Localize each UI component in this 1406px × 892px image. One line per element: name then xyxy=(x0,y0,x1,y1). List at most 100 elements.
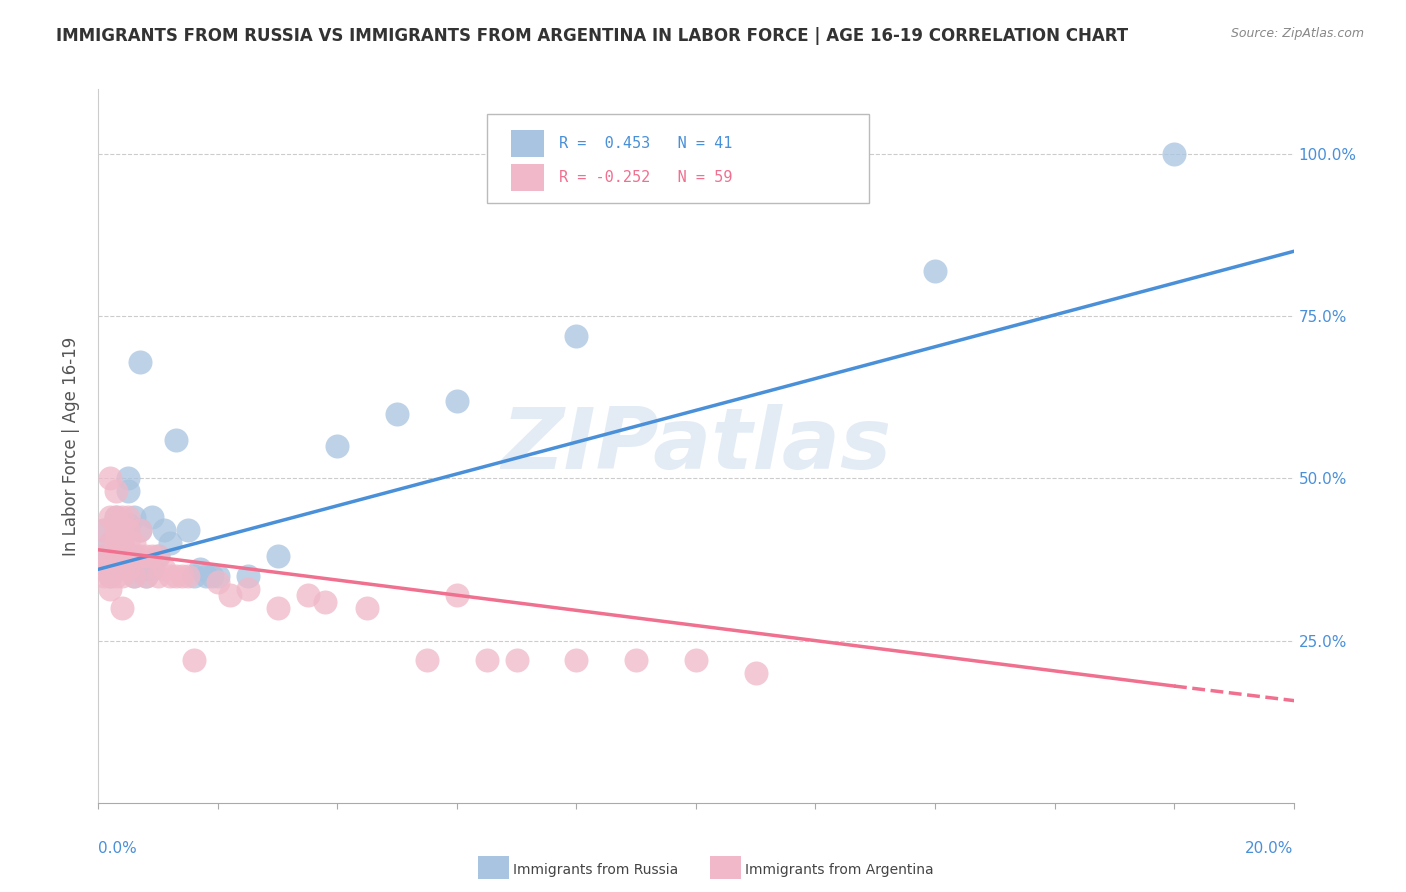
Point xyxy=(105,536,128,550)
Point xyxy=(111,568,134,582)
Text: R = -0.252   N = 59: R = -0.252 N = 59 xyxy=(558,170,733,186)
Point xyxy=(745,666,768,681)
Point xyxy=(93,549,115,564)
Text: Source: ZipAtlas.com: Source: ZipAtlas.com xyxy=(1230,27,1364,40)
Point xyxy=(177,568,200,582)
Point xyxy=(124,510,146,524)
Point xyxy=(236,568,259,582)
Point xyxy=(219,588,242,602)
Point xyxy=(93,524,115,538)
Point xyxy=(129,524,152,538)
Point xyxy=(98,568,122,582)
Y-axis label: In Labor Force | Age 16-19: In Labor Force | Age 16-19 xyxy=(62,336,80,556)
Point xyxy=(135,568,157,582)
Point xyxy=(98,568,122,582)
Point xyxy=(117,516,139,531)
Text: 20.0%: 20.0% xyxy=(1246,841,1294,855)
Point xyxy=(111,536,134,550)
Point xyxy=(93,524,115,538)
Point xyxy=(117,549,139,564)
Point xyxy=(188,562,211,576)
Point xyxy=(183,568,205,582)
Point xyxy=(98,510,122,524)
Point xyxy=(105,549,128,564)
Point xyxy=(165,568,187,582)
Point xyxy=(506,653,529,667)
Point xyxy=(124,568,146,582)
Bar xyxy=(510,164,544,191)
Point xyxy=(315,595,337,609)
Point xyxy=(105,562,128,576)
Point xyxy=(129,549,152,564)
Point xyxy=(207,568,229,582)
Point xyxy=(565,328,588,343)
Point xyxy=(201,568,224,582)
Point xyxy=(416,653,439,667)
Point xyxy=(98,471,122,485)
Point xyxy=(135,562,157,576)
Point xyxy=(183,653,205,667)
Point xyxy=(117,484,139,499)
Point xyxy=(129,524,152,538)
Point xyxy=(105,510,128,524)
Text: Immigrants from Russia: Immigrants from Russia xyxy=(513,863,679,877)
Point xyxy=(924,264,946,278)
Text: R =  0.453   N = 41: R = 0.453 N = 41 xyxy=(558,136,733,151)
Point xyxy=(177,524,200,538)
Text: Immigrants from Argentina: Immigrants from Argentina xyxy=(745,863,934,877)
Text: 0.0%: 0.0% xyxy=(98,841,138,855)
Point xyxy=(93,568,115,582)
Point xyxy=(148,549,170,564)
Point xyxy=(685,653,707,667)
Point xyxy=(159,536,181,550)
Point xyxy=(98,536,122,550)
Point xyxy=(297,588,319,602)
Point xyxy=(159,568,181,582)
Text: ZIPatlas: ZIPatlas xyxy=(501,404,891,488)
Point xyxy=(117,536,139,550)
Point xyxy=(105,568,128,582)
Point xyxy=(117,510,139,524)
Point xyxy=(105,484,128,499)
Point xyxy=(117,471,139,485)
Point xyxy=(117,524,139,538)
Point xyxy=(105,562,128,576)
Point xyxy=(172,568,194,582)
Point xyxy=(93,549,115,564)
Point xyxy=(105,549,128,564)
Point xyxy=(135,568,157,582)
Point xyxy=(165,433,187,447)
Point xyxy=(105,510,128,524)
Point xyxy=(117,524,139,538)
Point xyxy=(153,524,176,538)
FancyBboxPatch shape xyxy=(486,114,869,203)
Point xyxy=(111,601,134,615)
Point xyxy=(1163,147,1185,161)
Point xyxy=(98,582,122,596)
Point xyxy=(141,562,163,576)
Point xyxy=(111,524,134,538)
Point xyxy=(565,653,588,667)
Point xyxy=(236,582,259,596)
Point xyxy=(111,524,134,538)
Point xyxy=(105,524,128,538)
Point xyxy=(98,549,122,564)
Point xyxy=(356,601,378,615)
Point xyxy=(111,549,134,564)
Point xyxy=(267,549,290,564)
Point xyxy=(326,439,349,453)
Point xyxy=(111,536,134,550)
Point xyxy=(117,562,139,576)
Point xyxy=(141,549,163,564)
Point xyxy=(135,549,157,564)
Point xyxy=(93,562,115,576)
Point xyxy=(148,549,170,564)
Point xyxy=(148,568,170,582)
Point xyxy=(111,549,134,564)
Point xyxy=(446,588,468,602)
Point xyxy=(141,510,163,524)
Point xyxy=(207,575,229,590)
Point xyxy=(475,653,498,667)
Bar xyxy=(510,130,544,157)
Point xyxy=(153,562,176,576)
